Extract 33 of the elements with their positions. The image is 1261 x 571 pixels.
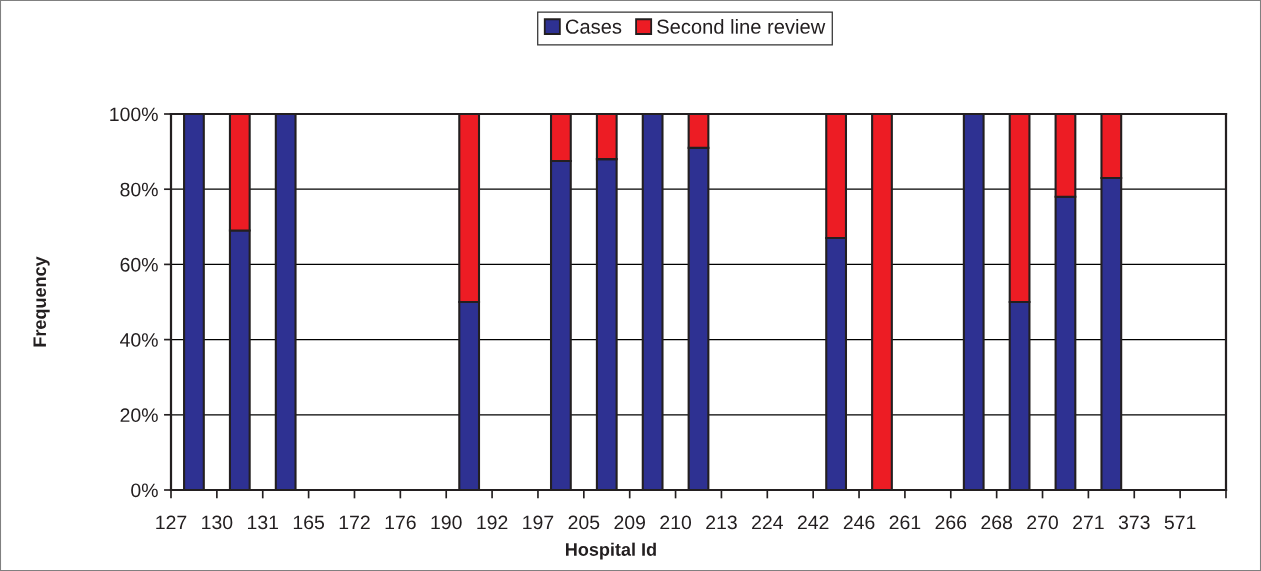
x-tick-label: 268 [981, 515, 1013, 530]
y-tick-label: 60% [120, 257, 158, 272]
x-tick-label: 261 [889, 515, 921, 530]
x-tick-label: 266 [935, 515, 967, 530]
x-tick-label: 172 [339, 515, 370, 530]
y-tick-label: 80% [120, 182, 158, 197]
y-axis-title: Frequency [33, 256, 50, 347]
x-tick-label: 165 [293, 515, 325, 530]
x-tick-label: 373 [1118, 515, 1150, 530]
x-tick-label: 192 [477, 515, 508, 530]
y-tick-label: 40% [120, 333, 158, 347]
y-tick-label: 20% [120, 408, 158, 423]
y-tick-label: 0% [131, 483, 158, 498]
y-tick-label: 100% [110, 107, 158, 122]
x-tick-label: 209 [614, 515, 645, 530]
x-tick-label: 127 [156, 515, 187, 530]
x-tick-label: 210 [660, 515, 692, 530]
x-tick-label: 242 [797, 515, 829, 530]
legend-label: Cases [565, 19, 622, 34]
x-tick-label: 205 [568, 515, 600, 530]
x-tick-label: 270 [1027, 515, 1058, 530]
x-tick-label: 190 [431, 515, 462, 530]
x-axis-title: Hospital Id [566, 542, 656, 560]
x-tick-label: 131 [248, 515, 279, 530]
x-tick-label: 224 [752, 515, 783, 530]
x-tick-label: 271 [1073, 515, 1104, 530]
x-tick-label: 197 [523, 515, 554, 530]
x-tick-label: 213 [706, 515, 737, 530]
x-tick-label: 130 [202, 515, 233, 530]
x-tick-label: 246 [843, 515, 875, 530]
legend-label: Second line review [657, 19, 826, 34]
x-tick-label: 571 [1164, 515, 1196, 530]
x-tick-label: 176 [385, 515, 416, 530]
